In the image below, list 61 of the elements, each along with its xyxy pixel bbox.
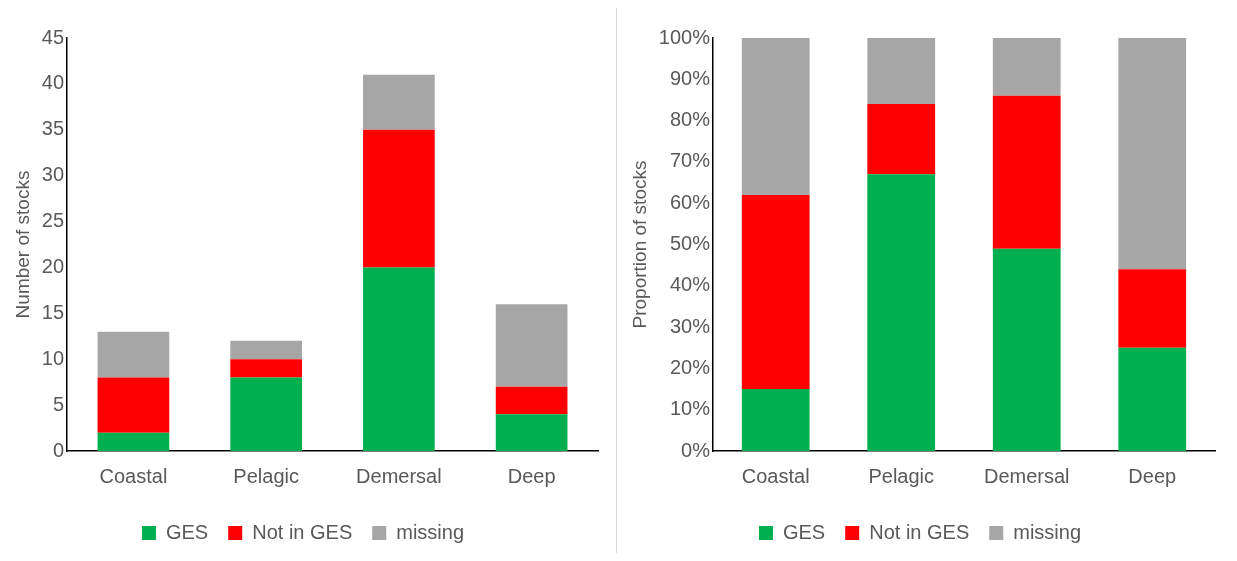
y-tick-label: 25 bbox=[41, 209, 65, 232]
bar bbox=[992, 95, 1061, 249]
bar bbox=[495, 414, 568, 451]
x-tick-label: Pelagic bbox=[868, 464, 935, 487]
legend-label: GES bbox=[782, 520, 826, 543]
x-tick-label: Coastal bbox=[99, 464, 168, 487]
bar bbox=[992, 248, 1061, 451]
y-tick-label: 45 bbox=[41, 25, 65, 48]
y-tick-label: 20% bbox=[669, 355, 711, 378]
y-tick-label: 40% bbox=[669, 273, 711, 296]
x-tick-label: Deep bbox=[507, 464, 556, 487]
bar bbox=[1118, 269, 1187, 348]
x-tick-label: Coastal bbox=[741, 464, 810, 487]
bar bbox=[230, 377, 302, 451]
legend-label: Not in GES bbox=[252, 520, 353, 543]
bar bbox=[1118, 38, 1187, 270]
legend-label: Not in GES bbox=[869, 520, 970, 543]
bar bbox=[230, 340, 302, 360]
bar bbox=[867, 38, 936, 105]
x-tick-label: Demersal bbox=[356, 464, 442, 487]
bar bbox=[867, 104, 936, 175]
x-tick-label: Deep bbox=[1128, 464, 1177, 487]
legend-label: GES bbox=[165, 520, 209, 543]
y-tick-label: 0 bbox=[52, 438, 65, 461]
y-tick-label: 90% bbox=[669, 66, 711, 89]
y-tick-label: 50% bbox=[669, 232, 711, 255]
bar bbox=[741, 38, 810, 195]
y-tick-label: 0% bbox=[681, 438, 711, 461]
bar bbox=[363, 267, 435, 451]
bar bbox=[363, 74, 435, 130]
y-tick-label: 40 bbox=[41, 71, 65, 94]
legend-label: missing bbox=[396, 520, 465, 543]
y-tick-label: 30% bbox=[669, 314, 711, 337]
bar bbox=[1118, 347, 1187, 451]
y-tick-label: 70% bbox=[669, 149, 711, 172]
bar bbox=[230, 359, 302, 378]
y-tick-label: 80% bbox=[669, 108, 711, 131]
bar bbox=[363, 129, 435, 268]
bar bbox=[741, 389, 810, 451]
y-tick-label: 15 bbox=[41, 300, 65, 323]
bar bbox=[495, 386, 568, 415]
bar bbox=[97, 377, 170, 433]
bar bbox=[97, 331, 170, 378]
bar bbox=[867, 174, 936, 451]
bar bbox=[741, 194, 810, 390]
y-tick-label: 5 bbox=[52, 392, 65, 415]
y-axis-title: Proportion of stocks bbox=[628, 160, 650, 329]
y-tick-label: 20 bbox=[41, 254, 65, 277]
bar bbox=[97, 432, 170, 451]
y-axis-title: Number of stocks bbox=[11, 170, 33, 319]
y-tick-label: 60% bbox=[669, 190, 711, 213]
y-tick-label: 10 bbox=[41, 346, 65, 369]
y-tick-label: 100% bbox=[658, 25, 711, 48]
y-tick-label: 30 bbox=[41, 163, 65, 186]
x-tick-label: Pelagic bbox=[233, 464, 299, 487]
bar bbox=[992, 38, 1061, 96]
bar bbox=[495, 304, 568, 387]
legend-label: missing bbox=[1013, 520, 1082, 543]
y-tick-label: 10% bbox=[669, 397, 711, 420]
y-tick-label: 35 bbox=[41, 117, 65, 140]
x-tick-label: Demersal bbox=[983, 464, 1070, 487]
